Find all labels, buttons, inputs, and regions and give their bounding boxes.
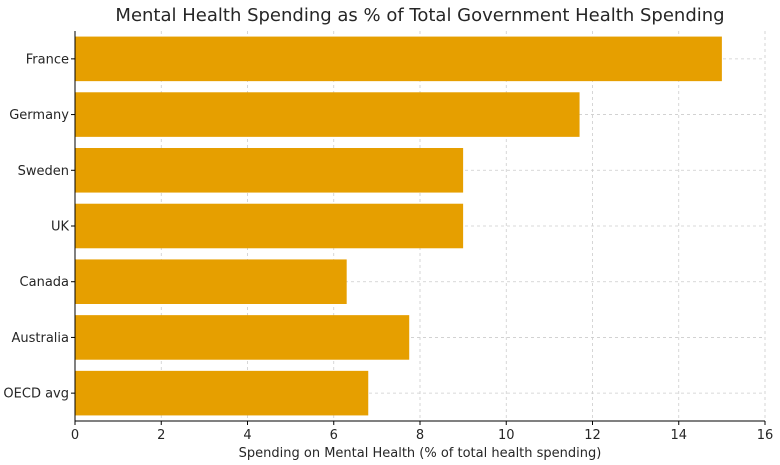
y-tick-label: Australia bbox=[11, 331, 69, 346]
x-tick-label: 8 bbox=[416, 428, 424, 443]
x-tick-label: 2 bbox=[157, 428, 165, 443]
y-tick-label: France bbox=[26, 52, 69, 67]
y-tick-label: Sweden bbox=[18, 164, 69, 179]
bar-sweden bbox=[75, 148, 464, 193]
x-tick-label: 16 bbox=[757, 428, 774, 443]
x-tick-label: 6 bbox=[330, 428, 338, 443]
y-tick-label: UK bbox=[51, 220, 70, 235]
y-tick-label: OECD avg bbox=[3, 387, 69, 402]
x-tick-label: 0 bbox=[71, 428, 79, 443]
bar-canada bbox=[75, 259, 347, 304]
y-tick-label: Germany bbox=[9, 108, 69, 123]
x-tick-label: 14 bbox=[670, 428, 687, 443]
chart-title: Mental Health Spending as % of Total Gov… bbox=[115, 5, 724, 26]
bar-france bbox=[75, 36, 722, 82]
x-axis-label: Spending on Mental Health (% of total he… bbox=[239, 446, 602, 461]
y-tick-label: Canada bbox=[20, 275, 69, 290]
bars-layer bbox=[75, 36, 722, 416]
y-ticks: France Germany Sweden UK Canada Australia OECD… bbox=[3, 52, 75, 402]
bar-germany bbox=[75, 92, 580, 137]
bar-australia bbox=[75, 315, 410, 360]
x-tick-label: 12 bbox=[584, 428, 601, 443]
x-ticks: 0 2 4 6 8 10 12 14 16 bbox=[71, 421, 773, 443]
bar-uk bbox=[75, 203, 464, 249]
x-tick-label: 10 bbox=[498, 428, 515, 443]
x-tick-label: 4 bbox=[243, 428, 251, 443]
bar-oecd-avg bbox=[75, 370, 369, 416]
